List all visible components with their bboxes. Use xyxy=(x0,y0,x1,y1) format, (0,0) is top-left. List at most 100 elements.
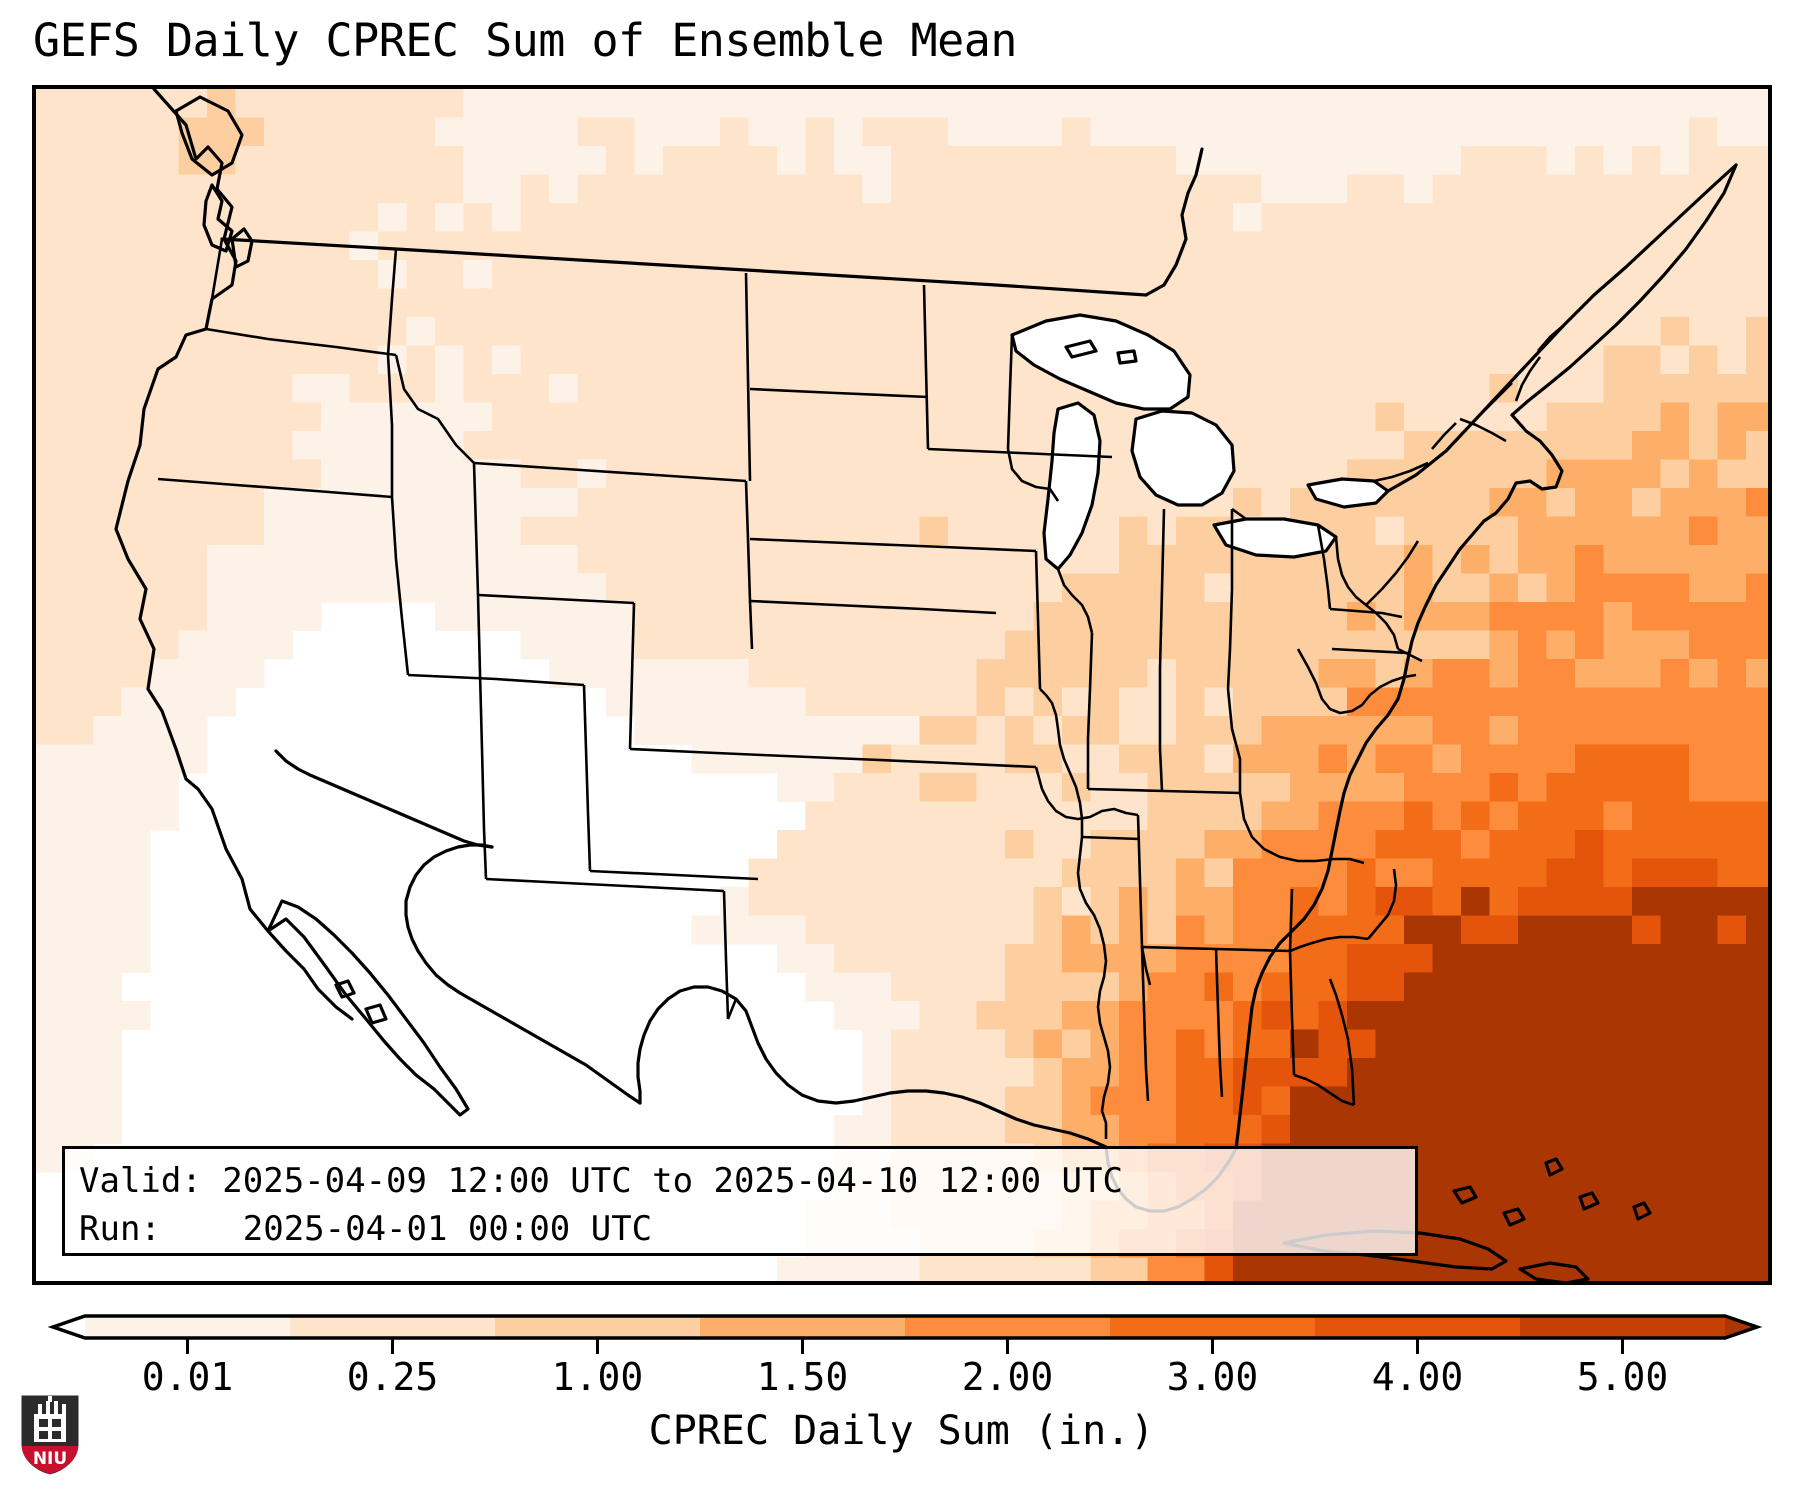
precip-cell xyxy=(1461,260,1490,289)
precip-cell xyxy=(64,317,94,346)
precip-cell xyxy=(1176,288,1205,318)
precip-cell xyxy=(292,545,322,574)
precip-cell xyxy=(1746,1200,1768,1230)
precip-cell xyxy=(121,744,151,774)
precip-cell xyxy=(121,801,151,831)
precip-cell xyxy=(805,915,835,945)
precip-cell xyxy=(1318,288,1348,318)
precip-cell xyxy=(862,374,892,403)
precip-cell xyxy=(1147,117,1177,147)
precip-cell xyxy=(1575,431,1604,460)
precip-cell xyxy=(1233,573,1262,603)
precip-cell xyxy=(891,174,920,204)
precip-cell xyxy=(64,260,94,289)
precip-cell xyxy=(1461,687,1490,717)
precip-cell xyxy=(1204,203,1234,232)
precip-cell xyxy=(1347,402,1376,432)
precip-cell xyxy=(1461,744,1490,774)
precip-cell xyxy=(1603,1172,1633,1201)
precip-cell xyxy=(1375,630,1405,660)
precip-cell xyxy=(36,716,65,745)
precip-cell xyxy=(834,915,863,945)
precip-cell xyxy=(36,1029,65,1059)
precip-cell xyxy=(93,630,122,660)
precip-cell xyxy=(1461,345,1490,375)
precip-cell xyxy=(1432,431,1462,460)
precip-cell xyxy=(691,345,721,375)
precip-cell xyxy=(463,345,493,375)
precip-cell xyxy=(1261,1086,1291,1116)
precip-cell xyxy=(948,1029,977,1059)
precip-cell xyxy=(748,89,778,118)
precip-cell xyxy=(520,288,550,318)
precip-cell xyxy=(1689,1229,1718,1258)
precip-cell xyxy=(1005,516,1034,546)
precip-cell xyxy=(1432,716,1462,745)
precip-cell xyxy=(891,516,920,546)
precip-cell xyxy=(1518,1086,1547,1116)
precip-cell xyxy=(1461,374,1490,403)
precip-cell xyxy=(976,203,1006,232)
precip-cell xyxy=(919,773,949,802)
precip-cell xyxy=(1347,1257,1376,1281)
precip-cell xyxy=(1347,915,1376,945)
precip-cell xyxy=(1660,944,1690,973)
precip-cell xyxy=(121,260,151,289)
precip-cell xyxy=(93,944,122,973)
precip-cell xyxy=(1603,630,1633,660)
precip-cell xyxy=(121,231,151,261)
precip-cell xyxy=(976,1115,1006,1144)
lake-mask xyxy=(1308,479,1388,507)
precip-cell xyxy=(862,659,892,688)
precip-cell xyxy=(1375,345,1405,375)
precip-cell xyxy=(64,117,94,147)
precip-cell xyxy=(349,203,379,232)
precip-cell xyxy=(292,203,322,232)
precip-cell xyxy=(406,231,436,261)
precip-cell xyxy=(1717,602,1747,631)
precip-cell xyxy=(1233,915,1262,945)
precip-cell xyxy=(1518,260,1547,289)
niu-logo-text: NIU xyxy=(33,1449,67,1469)
precip-cell xyxy=(691,459,721,489)
precip-cell xyxy=(1546,1115,1576,1144)
precip-cell xyxy=(1746,659,1768,688)
precip-cell xyxy=(1603,174,1633,204)
precip-cell xyxy=(1090,260,1120,289)
precip-cell xyxy=(1290,117,1319,147)
precip-cell xyxy=(1632,488,1661,517)
precip-cell xyxy=(1347,374,1376,403)
precip-cell xyxy=(1546,146,1576,175)
precip-cell xyxy=(1432,402,1462,432)
precip-cell xyxy=(1119,174,1148,204)
precip-cell xyxy=(1632,602,1661,631)
precip-cell xyxy=(150,402,179,432)
precip-cell xyxy=(1432,288,1462,318)
precip-cell xyxy=(207,545,236,574)
precip-cell xyxy=(1261,887,1291,916)
precip-cell xyxy=(64,887,94,916)
precip-cell xyxy=(663,89,692,118)
precip-cell xyxy=(748,317,778,346)
precip-cell xyxy=(1546,1257,1576,1281)
precip-cell xyxy=(121,89,151,118)
precip-cell xyxy=(1603,203,1633,232)
precip-cell xyxy=(663,459,692,489)
precip-cell xyxy=(93,117,122,147)
precip-cell xyxy=(1717,659,1747,688)
precip-cell xyxy=(834,773,863,802)
precip-cell xyxy=(691,203,721,232)
precip-cell xyxy=(1489,1172,1519,1201)
precip-cell xyxy=(1090,858,1120,888)
precip-cell xyxy=(748,630,778,660)
precip-cell xyxy=(93,317,122,346)
precip-cell xyxy=(1119,858,1148,888)
colorbar-tick-label: 0.25 xyxy=(346,1355,439,1399)
precip-cell xyxy=(1461,972,1490,1002)
precip-cell xyxy=(292,146,322,175)
precip-cell xyxy=(1033,858,1063,888)
precip-cell xyxy=(1176,830,1205,859)
precip-cell xyxy=(1033,1029,1063,1059)
precip-cell xyxy=(891,659,920,688)
precip-cell xyxy=(1432,1058,1462,1087)
